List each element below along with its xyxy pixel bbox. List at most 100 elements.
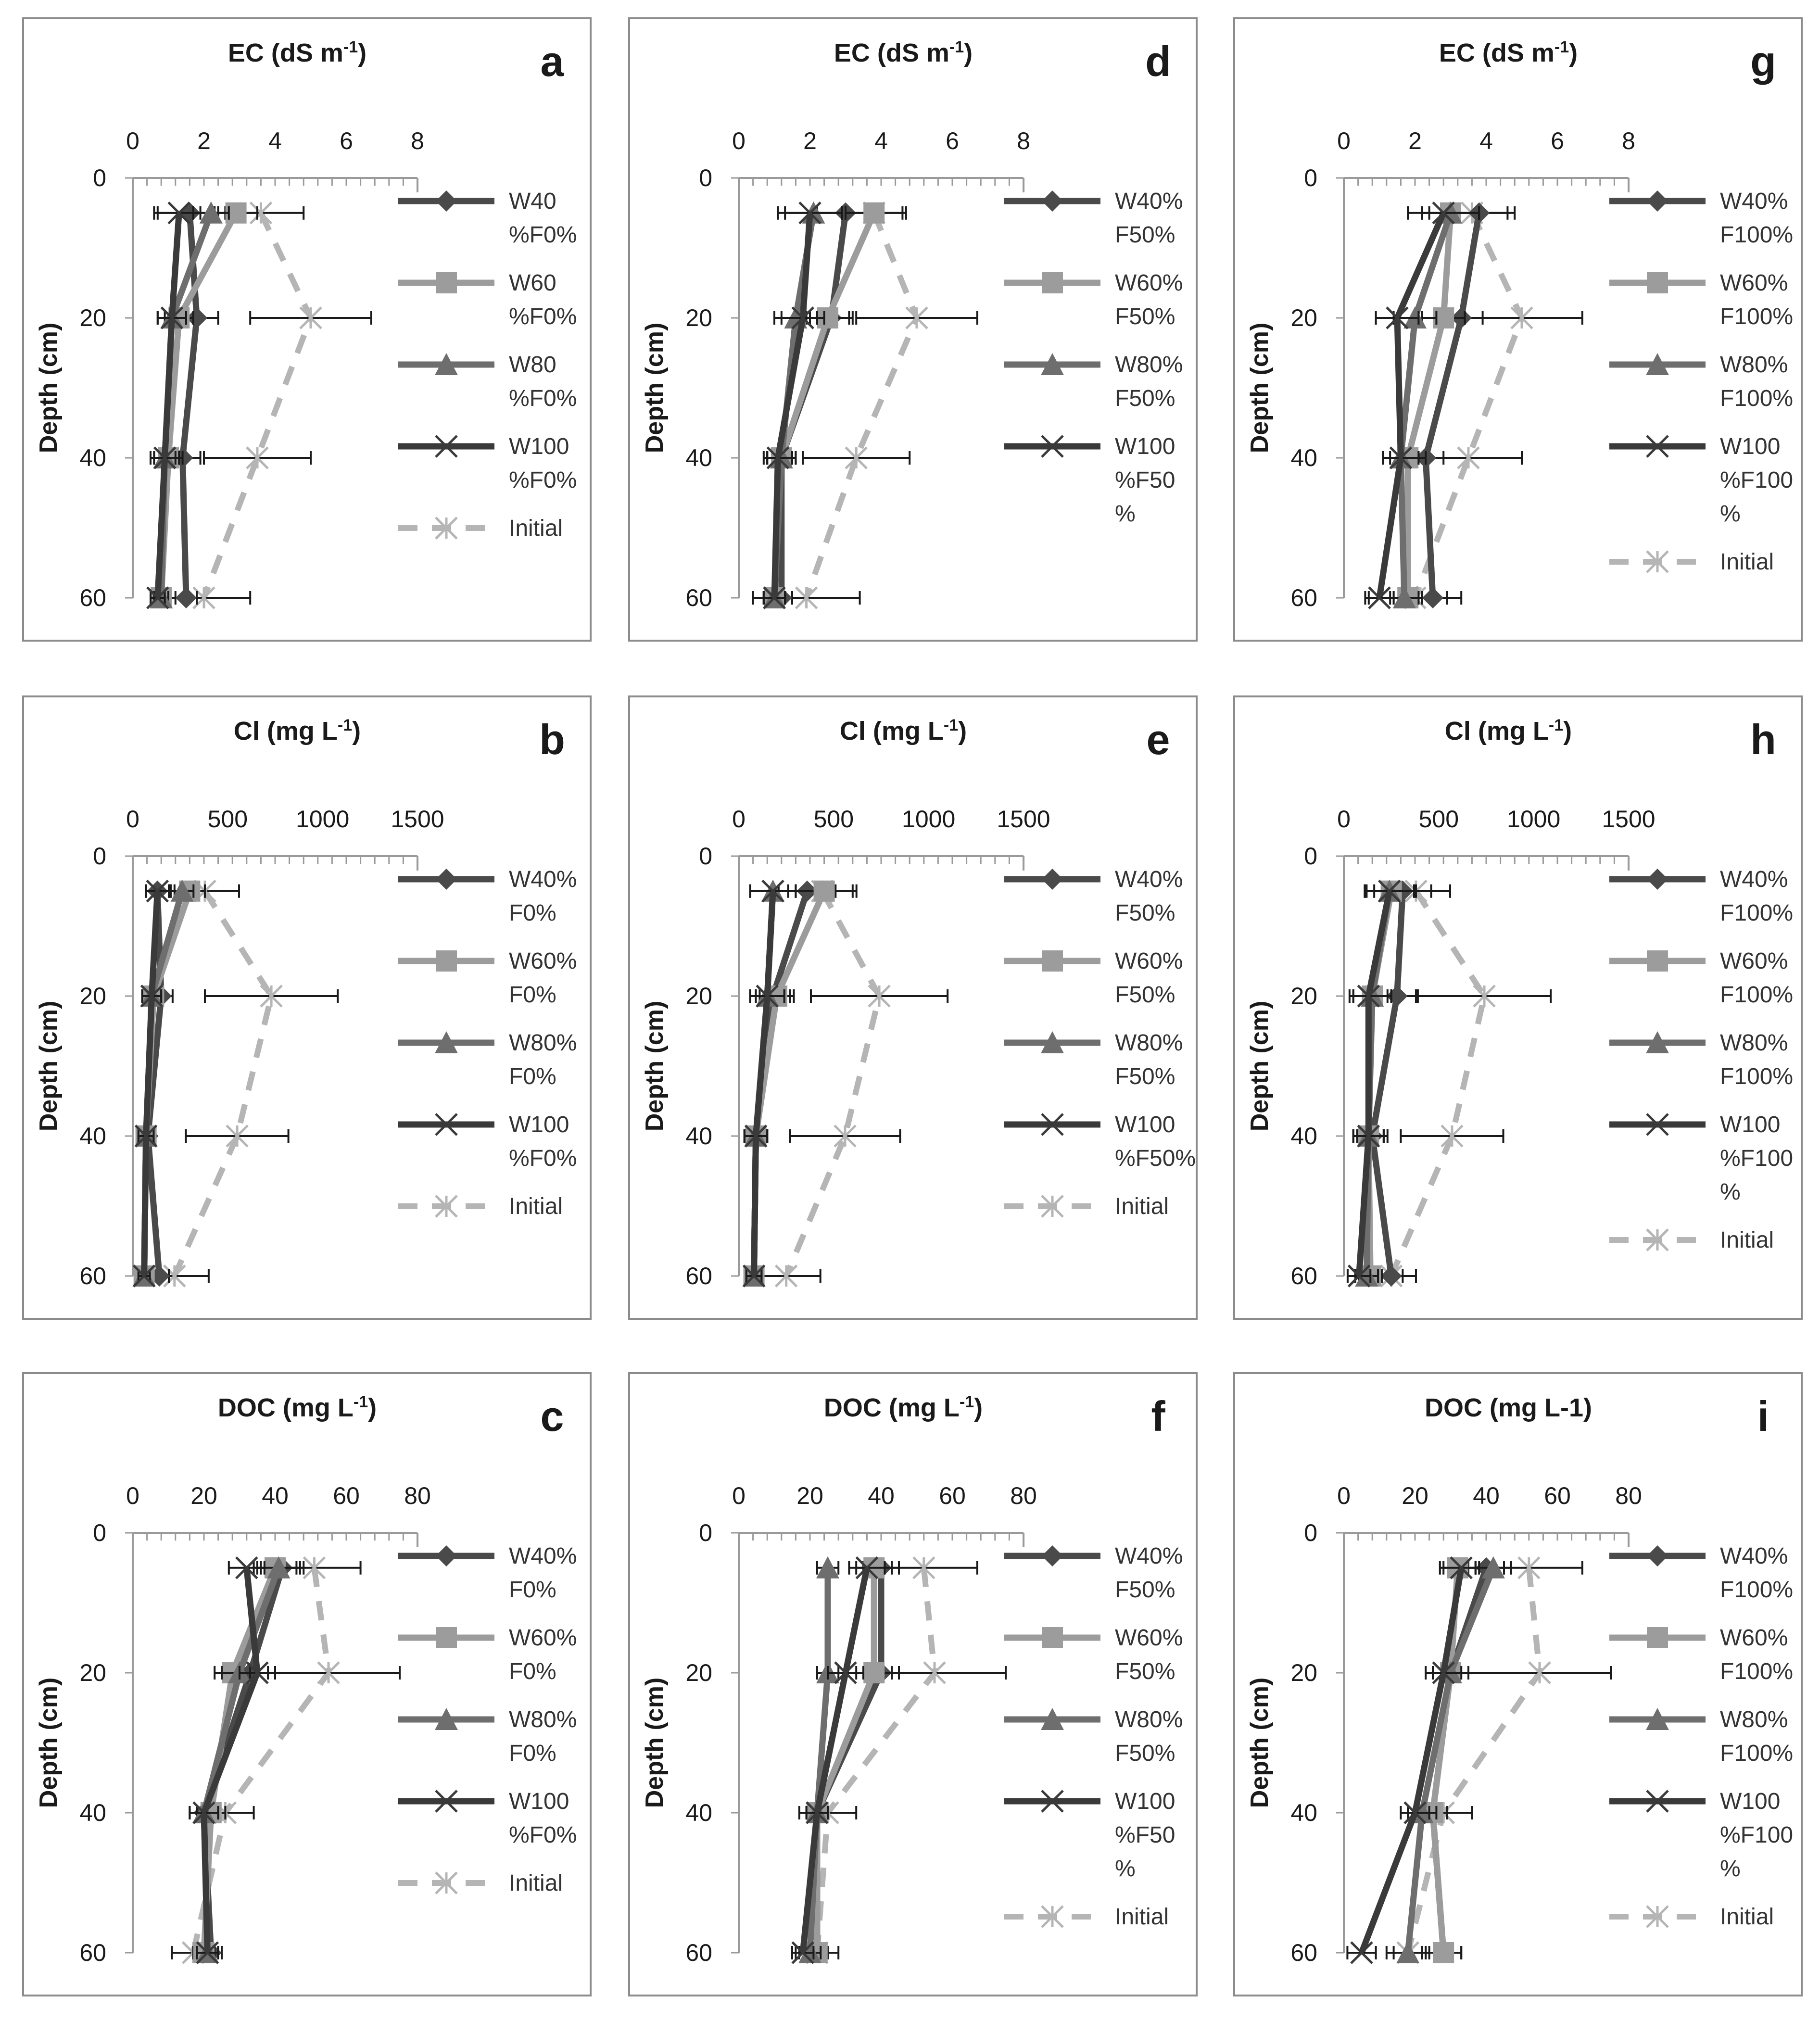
- data-point: [1432, 1661, 1455, 1684]
- data-point: [146, 586, 169, 609]
- panel-border: [628, 1372, 1198, 1996]
- legend-label-W80: W80%: [1115, 1030, 1183, 1056]
- legend-label-W80: W80%: [1720, 1030, 1788, 1056]
- legend-label-Initial: Initial: [1720, 549, 1774, 575]
- legend-label-W100: %: [1115, 501, 1136, 527]
- panel-title: Cl (mg L-1): [234, 716, 361, 745]
- x-tick-label: 500: [814, 806, 854, 833]
- panel-title: EC (dS m-1): [1439, 38, 1578, 67]
- panel-title: EC (dS m-1): [834, 38, 973, 67]
- series-line: [751, 891, 776, 1276]
- legend-label-W40: F0%: [509, 1577, 556, 1603]
- series-line: [1404, 213, 1454, 598]
- y-tick-label: 40: [79, 1123, 106, 1149]
- legend-label-Initial: Initial: [509, 516, 563, 541]
- panel-label: d: [1145, 38, 1171, 85]
- y-axis-label: Depth (cm): [35, 1678, 63, 1808]
- panel-label: a: [541, 38, 565, 85]
- x-tick-label: 1000: [902, 806, 955, 833]
- legend-label-W100: W100: [1720, 1789, 1780, 1814]
- data-point: [146, 879, 169, 903]
- legend-label-Initial: Initial: [1720, 1227, 1774, 1253]
- legend-marker-W80: [1041, 1708, 1064, 1730]
- data-point: [1457, 446, 1480, 469]
- legend: W40% F0% W60% F0% W80% F0% W100 %F0% Initial: [398, 1543, 577, 1896]
- x-tick-label: 20: [190, 1482, 217, 1509]
- data-point: [192, 1801, 215, 1824]
- panel-label: i: [1757, 1392, 1769, 1440]
- legend-marker-Initial: [1646, 1905, 1669, 1928]
- legend-label-W60: F0%: [509, 982, 556, 1008]
- legend-marker-W40: [1647, 1545, 1668, 1566]
- panel-label: f: [1151, 1392, 1165, 1440]
- y-tick-label: 20: [685, 983, 712, 1010]
- legend-label-W40: F50%: [1115, 900, 1175, 926]
- data-point: [855, 1556, 879, 1579]
- legend-marker-W100: [1646, 1113, 1669, 1136]
- legend-label-W40: F50%: [1115, 1577, 1175, 1603]
- x-tick-label: 6: [946, 127, 959, 154]
- legend-marker-W40: [1647, 869, 1668, 890]
- y-tick-label: 40: [1290, 444, 1317, 471]
- y-tick-label: 60: [1290, 1263, 1317, 1289]
- legend-marker-W40: [1042, 869, 1063, 890]
- legend-label-W60: F50%: [1115, 304, 1175, 329]
- x-tick-label: 0: [126, 127, 139, 154]
- legend: W40% F50% W60% F50% W80% F50% W100 %F50% Initial: [1004, 1543, 1183, 1930]
- legend-marker-W80: [1041, 353, 1064, 375]
- data-point: [246, 446, 269, 469]
- x-tick-label: 80: [1615, 1482, 1642, 1509]
- series-line: [1356, 890, 1393, 1276]
- data-point: [845, 446, 868, 469]
- legend-marker-Initial: [1041, 1195, 1064, 1218]
- legend-label-W80: F50%: [1115, 1741, 1175, 1766]
- legend-marker-Initial: [435, 517, 458, 540]
- data-point: [1350, 1941, 1373, 1964]
- legend-label-W80: W80%: [1720, 352, 1788, 378]
- y-tick-label: 20: [79, 983, 106, 1010]
- legend-label-W40: W40%: [509, 867, 577, 892]
- legend-label-W100: %F0%: [509, 1146, 577, 1171]
- y-tick-label: 20: [1290, 304, 1317, 331]
- x-tick-label: 1500: [391, 806, 444, 833]
- data-point: [1517, 1556, 1541, 1579]
- x-tick-label: 20: [1402, 1482, 1428, 1509]
- legend-label-W100: %: [1720, 1856, 1741, 1882]
- legend-label-W80: F0%: [509, 1064, 556, 1089]
- y-tick-label: 60: [685, 584, 712, 611]
- legend-label-W60: W60: [509, 270, 556, 296]
- data-point: [1432, 201, 1455, 225]
- legend-marker-W80: [435, 1708, 458, 1730]
- y-tick-label: 40: [685, 1123, 712, 1149]
- data-point: [196, 1941, 219, 1964]
- y-tick-label: 20: [685, 304, 712, 331]
- series-line: [1404, 1566, 1496, 1953]
- x-tick-label: 60: [939, 1482, 966, 1509]
- legend-marker-W100: [1041, 1113, 1064, 1136]
- legend-marker-Initial: [1041, 1905, 1064, 1928]
- legend-label-W100: %: [1720, 1179, 1741, 1205]
- x-tick-label: 1500: [1602, 806, 1655, 833]
- x-tick-label: 500: [208, 806, 248, 833]
- data-point: [1396, 1941, 1420, 1963]
- panel-title: Cl (mg L-1): [1445, 716, 1572, 745]
- series-line: [201, 1567, 261, 1953]
- series-W100: [742, 879, 797, 1288]
- y-axis-label: Depth (cm): [641, 323, 669, 454]
- data-point: [1422, 587, 1443, 608]
- legend-marker-W40: [436, 190, 457, 212]
- legend-label-W80: W80%: [509, 1030, 577, 1056]
- legend-marker-W60: [1042, 272, 1063, 293]
- legend-marker-W60: [1647, 272, 1668, 293]
- data-point: [170, 879, 194, 902]
- series-line: [771, 213, 813, 598]
- y-tick-label: 60: [79, 1939, 106, 1966]
- legend-label-Initial: Initial: [1720, 1904, 1774, 1930]
- y-tick-label: 60: [685, 1263, 712, 1289]
- legend-label-W40: W40%: [1115, 867, 1183, 892]
- series-line: [141, 891, 161, 1276]
- data-point: [153, 446, 177, 469]
- legend-label-W60: W60%: [1115, 948, 1183, 974]
- x-tick-label: 8: [1017, 127, 1030, 154]
- data-point: [1510, 306, 1533, 329]
